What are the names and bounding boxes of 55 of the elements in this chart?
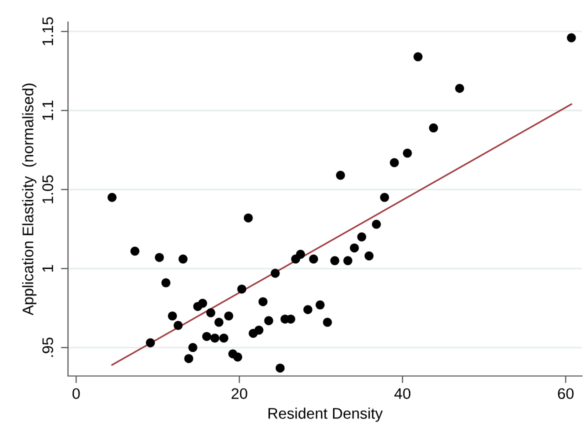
point [161, 278, 170, 288]
point [224, 311, 234, 320]
x-tick-label: 40 [394, 388, 410, 400]
point [130, 246, 140, 256]
point [357, 232, 366, 242]
point [414, 52, 423, 62]
y-tick-label: 1.1 [42, 100, 54, 120]
point [380, 192, 390, 202]
x-axis-title: Resident Density [268, 408, 383, 422]
point [184, 354, 194, 364]
point [254, 326, 264, 335]
point [402, 148, 412, 158]
point [202, 332, 212, 341]
point [168, 311, 177, 320]
point [309, 254, 318, 264]
point [455, 84, 464, 93]
x-tick-label: 0 [72, 388, 80, 400]
point [244, 213, 253, 222]
y-tick-label: 1.15 [42, 17, 54, 46]
point [237, 284, 246, 294]
x-tick-label: 60 [558, 388, 574, 400]
point [566, 33, 576, 42]
point [322, 318, 332, 327]
point [146, 338, 155, 348]
point [178, 254, 188, 264]
point [276, 364, 285, 373]
point [219, 334, 228, 343]
y-tick-label: 1.05 [42, 175, 54, 204]
point [258, 297, 268, 306]
point [372, 220, 381, 229]
y-tick-label: .95 [42, 338, 54, 357]
point [214, 318, 224, 327]
point [364, 251, 374, 260]
point [174, 320, 183, 330]
point [390, 158, 399, 168]
y-axis-title: Application Elasticity (normalised) [22, 84, 36, 316]
y-tick-label: 1 [42, 265, 54, 272]
point [330, 256, 340, 266]
point [264, 316, 274, 326]
point [429, 123, 438, 132]
point [210, 334, 220, 343]
point [206, 308, 216, 318]
x-tick-label: 20 [232, 388, 248, 400]
point [188, 343, 198, 352]
point [350, 243, 359, 252]
point [336, 170, 345, 180]
point [154, 252, 164, 262]
point [198, 298, 208, 308]
point [316, 300, 325, 310]
point [343, 256, 352, 266]
point [303, 305, 312, 314]
point [233, 352, 242, 362]
point [270, 268, 280, 278]
point [296, 250, 306, 259]
point [108, 192, 117, 202]
